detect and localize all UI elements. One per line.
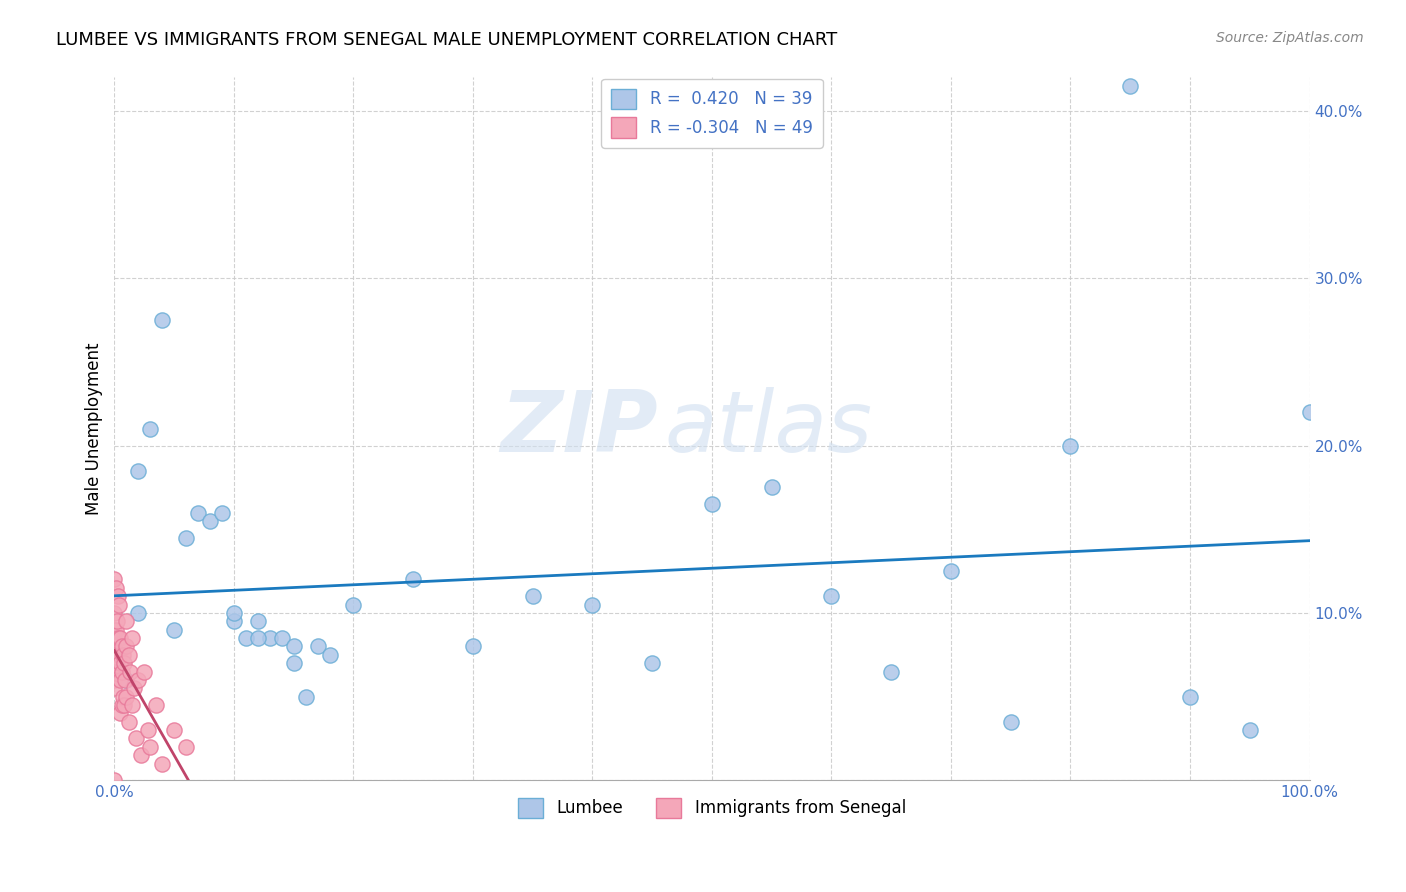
Text: Source: ZipAtlas.com: Source: ZipAtlas.com	[1216, 31, 1364, 45]
Point	[134, 665, 156, 679]
Point	[461, 640, 484, 654]
Point	[108, 598, 131, 612]
Point	[1239, 723, 1261, 737]
Point	[307, 640, 329, 654]
Point	[111, 690, 134, 704]
Point	[115, 690, 138, 704]
Point	[163, 623, 186, 637]
Point	[174, 739, 197, 754]
Point	[104, 623, 127, 637]
Point	[294, 690, 316, 704]
Point	[115, 615, 138, 629]
Point	[112, 656, 135, 670]
Point	[187, 506, 209, 520]
Point	[246, 615, 269, 629]
Point	[641, 656, 664, 670]
Point	[318, 648, 340, 662]
Point	[700, 497, 723, 511]
Point	[105, 615, 128, 629]
Point	[129, 748, 152, 763]
Point	[103, 673, 125, 687]
Point	[103, 656, 125, 670]
Point	[125, 731, 148, 746]
Point	[150, 756, 173, 771]
Point	[107, 631, 129, 645]
Point	[127, 464, 149, 478]
Point	[115, 640, 138, 654]
Point	[103, 665, 125, 679]
Point	[522, 589, 544, 603]
Point	[235, 631, 257, 645]
Point	[283, 640, 305, 654]
Point	[283, 656, 305, 670]
Point	[222, 606, 245, 620]
Point	[110, 665, 132, 679]
Point	[939, 564, 962, 578]
Point	[103, 648, 125, 662]
Point	[127, 606, 149, 620]
Point	[104, 581, 127, 595]
Point	[270, 631, 292, 645]
Point	[246, 631, 269, 645]
Point	[103, 681, 125, 696]
Point	[174, 531, 197, 545]
Text: atlas: atlas	[664, 387, 872, 470]
Y-axis label: Male Unemployment: Male Unemployment	[86, 343, 103, 515]
Point	[108, 648, 131, 662]
Point	[115, 673, 138, 687]
Point	[110, 640, 132, 654]
Point	[880, 665, 903, 679]
Point	[103, 573, 125, 587]
Point	[110, 706, 132, 721]
Point	[110, 673, 132, 687]
Point	[118, 665, 141, 679]
Point	[112, 698, 135, 712]
Point	[111, 648, 134, 662]
Point	[820, 589, 842, 603]
Point	[1119, 78, 1142, 93]
Point	[121, 698, 143, 712]
Point	[110, 698, 132, 712]
Point	[103, 640, 125, 654]
Point	[342, 598, 364, 612]
Point	[103, 606, 125, 620]
Point	[118, 648, 141, 662]
Point	[1059, 439, 1081, 453]
Point	[150, 313, 173, 327]
Point	[198, 514, 221, 528]
Point	[163, 723, 186, 737]
Point	[103, 623, 125, 637]
Legend: Lumbee, Immigrants from Senegal: Lumbee, Immigrants from Senegal	[512, 791, 912, 825]
Point	[121, 631, 143, 645]
Point	[1178, 690, 1201, 704]
Point	[145, 698, 167, 712]
Point	[110, 631, 132, 645]
Point	[211, 506, 233, 520]
Point	[103, 773, 125, 788]
Point	[107, 589, 129, 603]
Point	[122, 681, 145, 696]
Point	[761, 480, 783, 494]
Point	[114, 673, 136, 687]
Point	[402, 573, 425, 587]
Point	[222, 615, 245, 629]
Point	[127, 673, 149, 687]
Point	[139, 739, 162, 754]
Point	[259, 631, 281, 645]
Point	[136, 723, 159, 737]
Point	[118, 714, 141, 729]
Text: ZIP: ZIP	[501, 387, 658, 470]
Point	[139, 422, 162, 436]
Point	[110, 656, 132, 670]
Point	[103, 631, 125, 645]
Point	[581, 598, 603, 612]
Point	[1000, 714, 1022, 729]
Point	[1298, 405, 1320, 419]
Text: LUMBEE VS IMMIGRANTS FROM SENEGAL MALE UNEMPLOYMENT CORRELATION CHART: LUMBEE VS IMMIGRANTS FROM SENEGAL MALE U…	[56, 31, 838, 49]
